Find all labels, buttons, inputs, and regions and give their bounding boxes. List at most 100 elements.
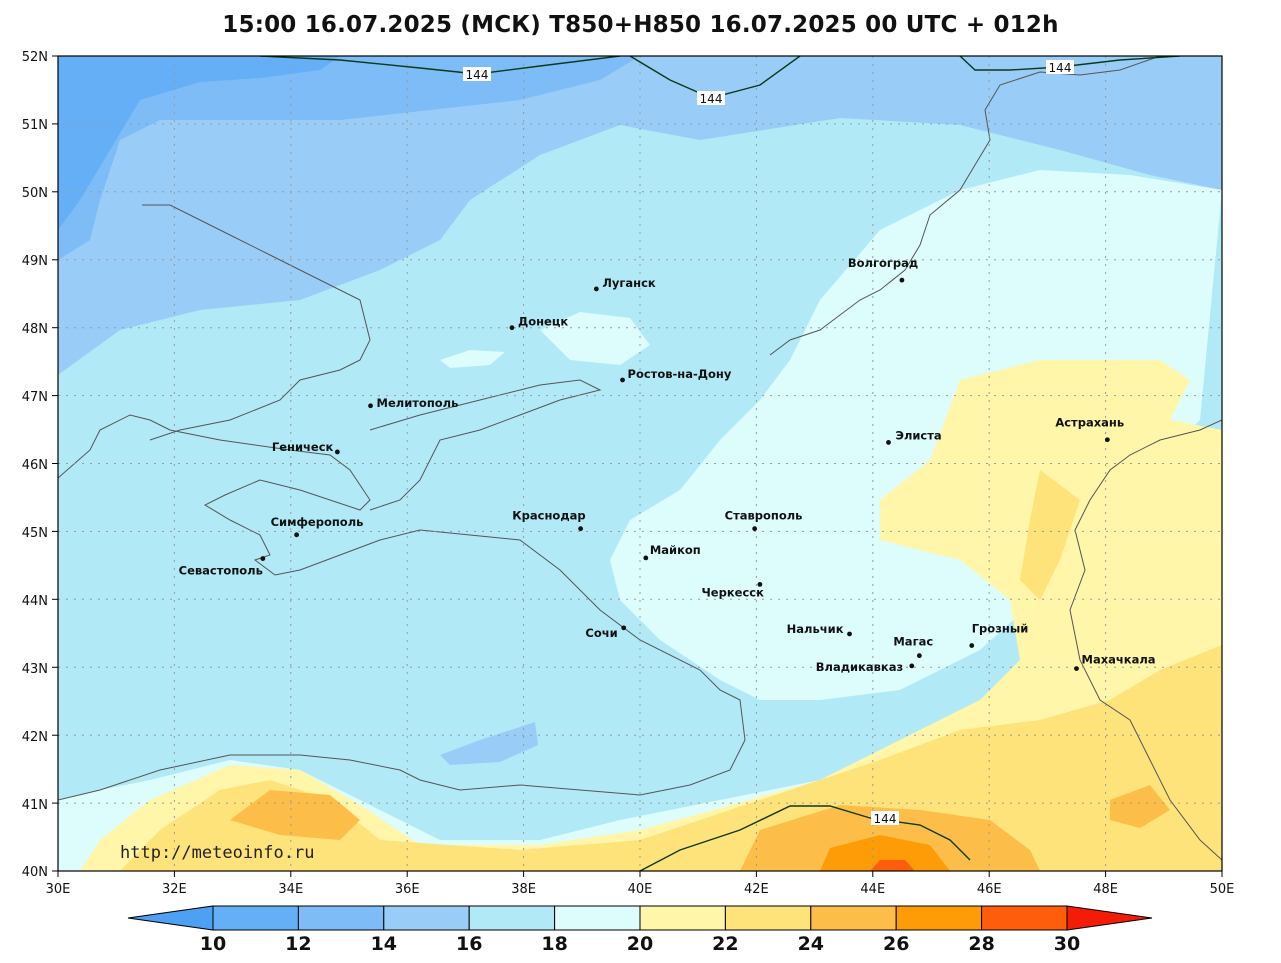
colorbar-extend-high bbox=[1066, 905, 1153, 931]
colorbar-bin bbox=[297, 905, 385, 931]
city-dot bbox=[294, 532, 300, 538]
colorbar-bin bbox=[639, 905, 726, 931]
lon-label: 44E bbox=[860, 882, 885, 897]
lat-label: 45N bbox=[22, 526, 48, 541]
black-sea-coast bbox=[58, 414, 746, 801]
city-label: Краснодар bbox=[512, 509, 585, 523]
lon-label: 40E bbox=[628, 882, 653, 897]
colorbar-label: 30 bbox=[1054, 933, 1080, 955]
city-dot bbox=[899, 277, 905, 283]
contour-label: 144 bbox=[466, 68, 489, 82]
city-dot bbox=[1074, 666, 1079, 672]
band-14-16-blob bbox=[440, 722, 538, 765]
city-dot bbox=[916, 653, 922, 659]
city-dot bbox=[757, 581, 763, 587]
lat-label: 40N bbox=[22, 865, 48, 880]
band-22-24 bbox=[120, 470, 1222, 871]
colorbar-label: 10 bbox=[200, 933, 226, 955]
city-label: Нальчик bbox=[787, 622, 844, 636]
lon-tick-labels: 30E 32E 34E 36E 38E 40E 42E 44E 46E 48E … bbox=[46, 882, 1235, 897]
city-label: Мелитополь bbox=[377, 396, 459, 410]
colorbar-label: 20 bbox=[627, 933, 653, 955]
colorbar-bin bbox=[212, 905, 299, 931]
city-dot bbox=[886, 440, 891, 445]
city-dot bbox=[621, 625, 627, 631]
lat-label: 50N bbox=[22, 186, 48, 201]
band-26-28 bbox=[820, 835, 950, 871]
city-label: Волгоград bbox=[848, 256, 918, 270]
map-title: 15:00 16.07.2025 (МСК) T850+H850 16.07.2… bbox=[222, 12, 1059, 38]
colorbar-label: 18 bbox=[541, 933, 567, 955]
lon-label: 46E bbox=[977, 882, 1002, 897]
contour-label: 144 bbox=[700, 92, 723, 106]
colorbar-label: 24 bbox=[798, 933, 824, 955]
city-label: Владикавказ bbox=[816, 660, 903, 674]
temperature-field bbox=[58, 56, 1222, 871]
city-markers: Луганск Донецк Ростов-на-Дону Мелитополь Ген… bbox=[179, 256, 1156, 674]
city-dot bbox=[620, 377, 625, 383]
colorbar: 10 12 14 16 18 20 22 24 26 28 30 bbox=[127, 905, 1153, 955]
contour-144-north bbox=[259, 56, 621, 75]
city-label: Элиста bbox=[896, 428, 942, 442]
colorbar-bin bbox=[810, 905, 897, 931]
colorbar-label: 16 bbox=[456, 933, 482, 955]
city-dot bbox=[909, 663, 915, 669]
city-dot bbox=[643, 555, 649, 561]
band-24-26 bbox=[230, 785, 1170, 871]
city-label: Ставрополь bbox=[725, 509, 803, 523]
caspian-coast bbox=[1069, 419, 1222, 861]
lat-label: 44N bbox=[22, 594, 48, 609]
colorbar-label: 22 bbox=[712, 933, 738, 955]
city-label: Ростов-на-Дону bbox=[628, 367, 732, 381]
lat-label: 43N bbox=[22, 662, 48, 677]
gridlines bbox=[58, 56, 1222, 871]
colorbar-extend-low bbox=[127, 905, 214, 931]
azov-coast bbox=[142, 204, 602, 511]
contour-144-ne bbox=[959, 56, 1181, 71]
lat-label: 42N bbox=[22, 730, 48, 745]
colorbar-bin bbox=[724, 905, 812, 931]
lat-label: 51N bbox=[22, 118, 48, 133]
lat-label: 47N bbox=[22, 390, 48, 405]
city-label: Луганск bbox=[602, 276, 656, 290]
city-dot bbox=[334, 449, 340, 455]
colorbar-label: 28 bbox=[968, 933, 994, 955]
city-dot bbox=[368, 403, 373, 409]
contour-144-south bbox=[639, 805, 971, 871]
contour-label: 144 bbox=[874, 812, 897, 826]
city-dot bbox=[509, 325, 515, 331]
city-dot bbox=[752, 526, 758, 532]
band-18-20-patch bbox=[440, 312, 650, 368]
city-label: Севастополь bbox=[179, 564, 263, 578]
lon-label: 30E bbox=[46, 882, 71, 897]
lon-label: 34E bbox=[278, 882, 303, 897]
lon-label: 32E bbox=[162, 882, 187, 897]
city-dot bbox=[578, 526, 584, 532]
city-dot bbox=[969, 643, 975, 648]
lat-label: 49N bbox=[22, 254, 48, 269]
city-dot bbox=[847, 631, 852, 637]
contour-labels: 144 144 144 144 bbox=[463, 60, 1074, 826]
city-dot bbox=[260, 556, 266, 561]
colorbar-bin bbox=[895, 905, 983, 931]
colorbar-label: 26 bbox=[883, 933, 909, 955]
band-10-12 bbox=[58, 56, 340, 230]
band-28-30 bbox=[870, 860, 915, 871]
city-label: Махачкала bbox=[1082, 653, 1156, 667]
lon-label: 48E bbox=[1093, 882, 1118, 897]
city-dot bbox=[1104, 437, 1110, 443]
lat-label: 48N bbox=[22, 322, 48, 337]
city-label: Грозный bbox=[972, 622, 1029, 636]
lon-label: 42E bbox=[744, 882, 769, 897]
colorbar-bin bbox=[468, 905, 556, 931]
watermark-url: http://meteoinfo.ru bbox=[120, 843, 314, 863]
city-label: Майкоп bbox=[650, 543, 701, 557]
city-dot bbox=[593, 286, 599, 292]
tick-marks bbox=[52, 55, 1223, 877]
city-label: Черкесск bbox=[702, 585, 765, 599]
colorbar-bin bbox=[383, 905, 470, 931]
city-label: Астрахань bbox=[1055, 416, 1124, 430]
city-label: Сочи bbox=[585, 626, 617, 640]
colorbar-label: 14 bbox=[371, 933, 397, 955]
